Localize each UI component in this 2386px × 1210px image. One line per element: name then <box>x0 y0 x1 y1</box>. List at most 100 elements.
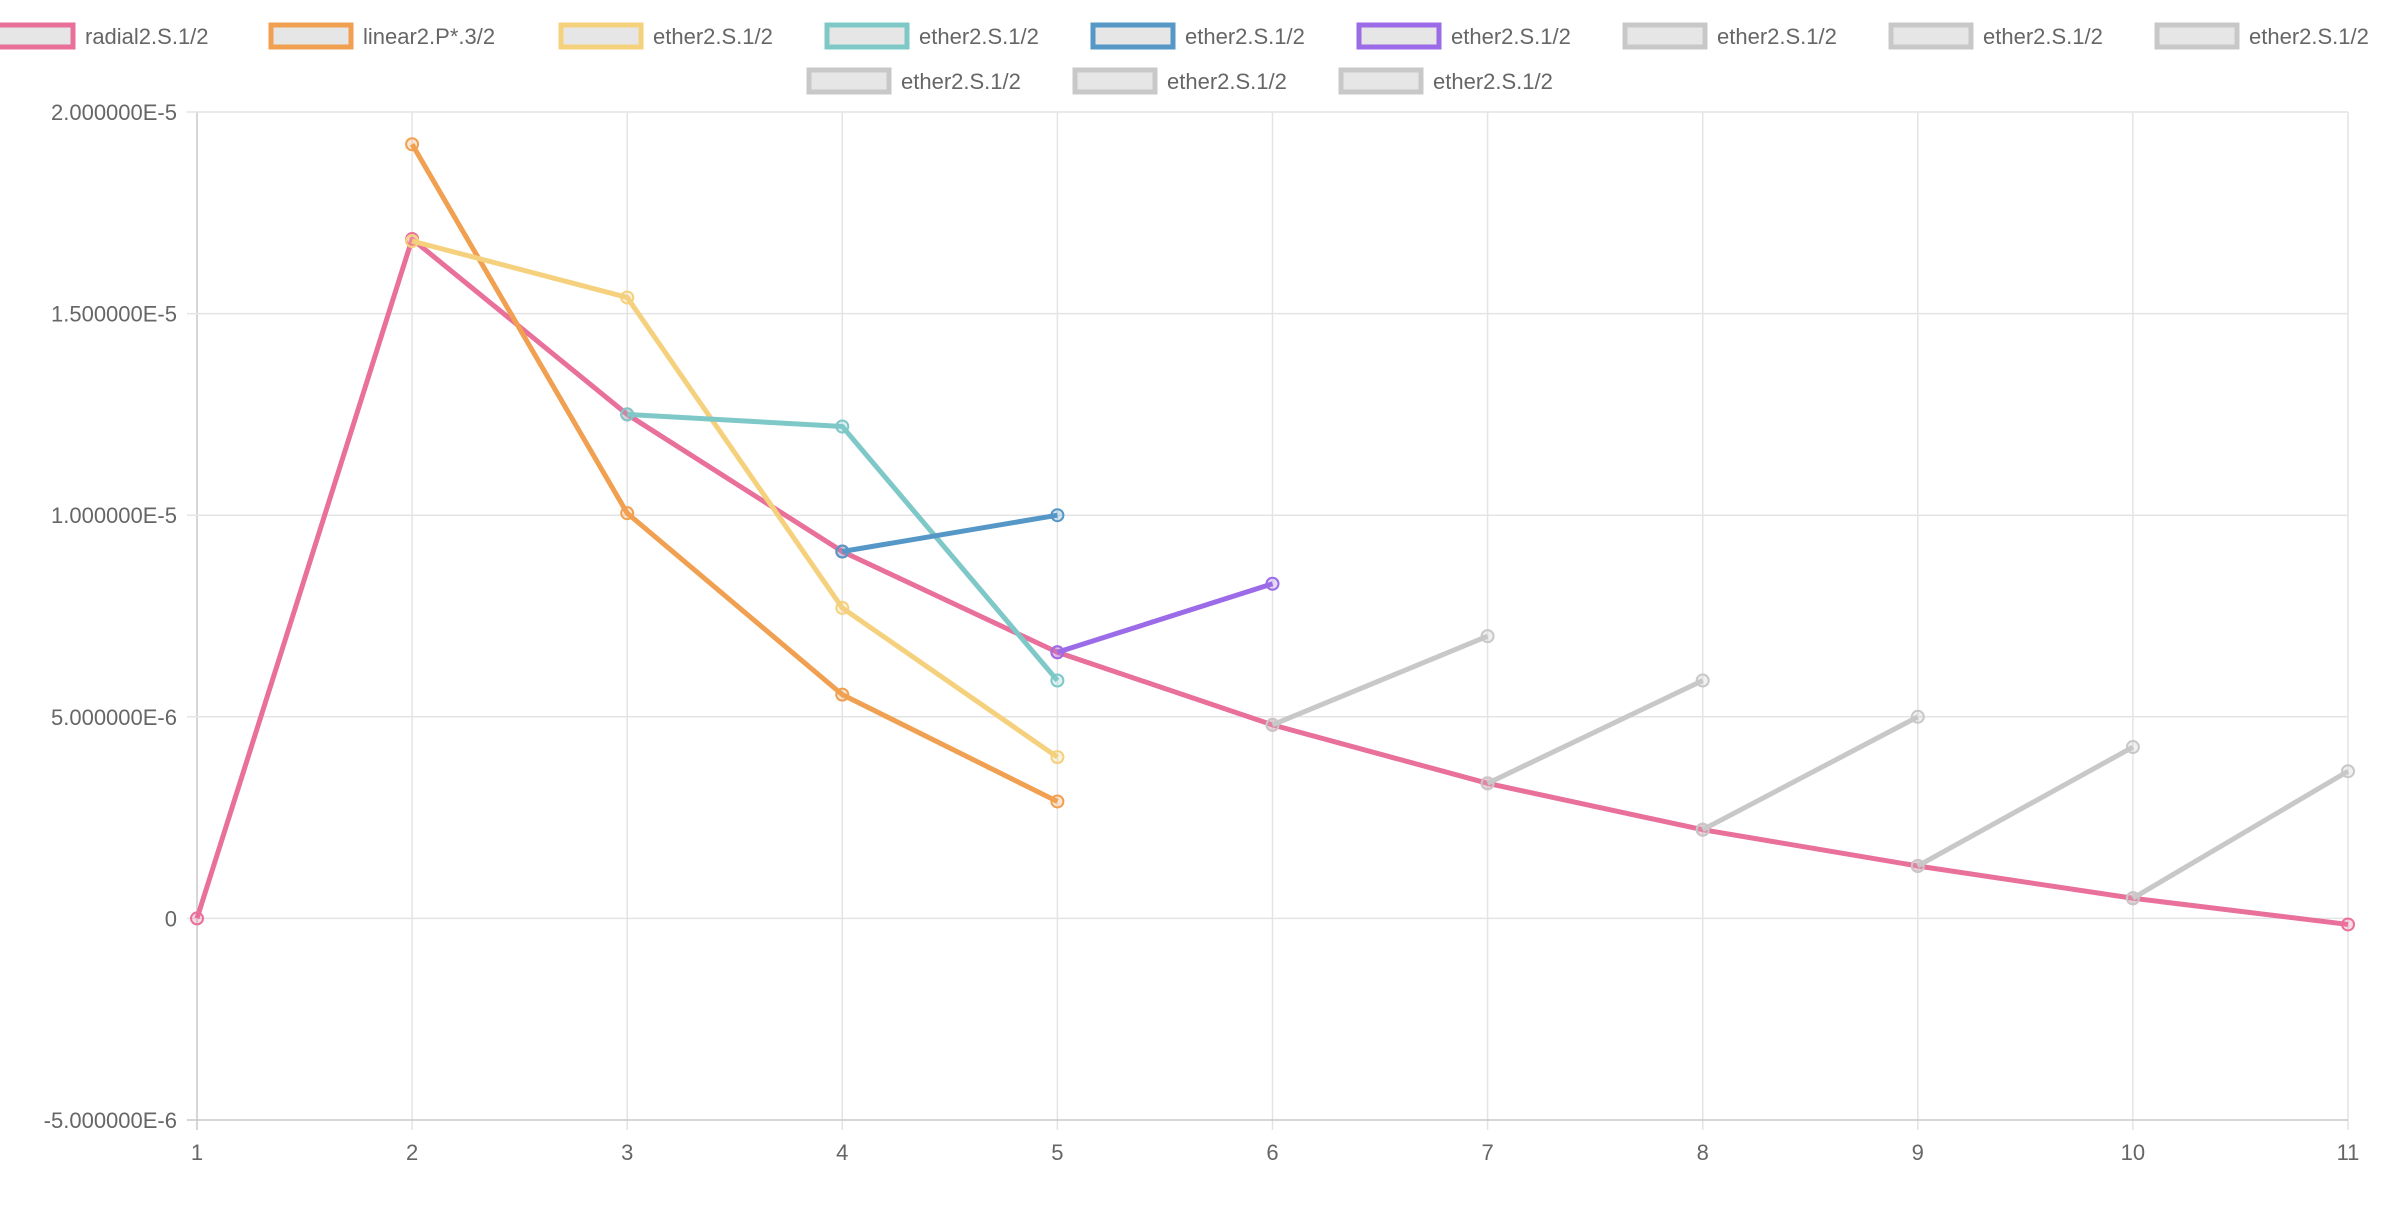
data-point[interactable] <box>1695 822 1710 837</box>
legend-swatch <box>268 22 354 50</box>
legend-item[interactable]: ether2.S.1/2 <box>1888 22 2103 50</box>
data-point[interactable] <box>835 544 850 559</box>
series-line <box>411 238 1059 760</box>
series-10 <box>1910 740 2140 873</box>
legend-item[interactable]: ether2.S.1/2 <box>1356 22 1571 50</box>
legend-item[interactable]: ether2.S.1/2 <box>824 22 1039 50</box>
legend-item[interactable]: ether2.S.1/2 <box>558 22 773 50</box>
x-tick-label: 6 <box>1266 1140 1278 1165</box>
data-point[interactable] <box>2125 891 2140 906</box>
data-point[interactable] <box>835 600 850 615</box>
x-tick-label: 3 <box>621 1140 633 1165</box>
x-tick-label: 10 <box>2121 1140 2145 1165</box>
legend-swatch <box>1072 67 1158 95</box>
series-2 <box>405 137 1065 809</box>
legend-item[interactable]: ether2.S.1/2 <box>1622 22 1837 50</box>
data-point[interactable] <box>1050 750 1065 765</box>
legend-swatch <box>824 22 910 50</box>
series-3 <box>405 234 1065 765</box>
legend-label: ether2.S.1/2 <box>901 69 1021 94</box>
series-line <box>1701 714 1919 832</box>
legend-swatch <box>0 22 76 50</box>
y-tick-label: 1.500000E-5 <box>51 302 177 327</box>
chart-grid <box>187 111 2349 1130</box>
chart-axes: 1 2 3 4 5 6 7 8 9 10 11 2.000000E-5 1.500000E-5 1.000… <box>44 100 2360 1165</box>
legend-item[interactable]: linear2.P*.3/2 <box>268 22 495 50</box>
legend-item[interactable]: ether2.S.1/2 <box>1072 67 1287 95</box>
data-point[interactable] <box>1265 717 1280 732</box>
series-line <box>2131 769 2350 901</box>
series-line <box>627 411 1060 683</box>
x-tick-label: 8 <box>1697 1140 1709 1165</box>
x-tick-label: 4 <box>836 1140 848 1165</box>
data-point[interactable] <box>1910 709 1925 724</box>
x-tick-label: 7 <box>1481 1140 1493 1165</box>
data-point[interactable] <box>1695 673 1710 688</box>
data-point[interactable] <box>1050 508 1065 523</box>
data-point[interactable] <box>190 911 204 926</box>
x-tick-label: 5 <box>1051 1140 1063 1165</box>
data-point[interactable] <box>1050 794 1065 809</box>
legend-swatch <box>806 67 892 95</box>
y-tick-label: 1.000000E-5 <box>51 503 177 528</box>
legend-label: linear2.P*.3/2 <box>363 24 495 49</box>
series-4 <box>620 407 1065 688</box>
y-tick-label: -5.000000E-6 <box>44 1108 177 1133</box>
legend-item[interactable]: radial2.S.1/2 <box>0 22 209 50</box>
chart-series <box>190 137 2355 932</box>
series-11 <box>2125 764 2355 906</box>
chart-legend: radial2.S.1/2 linear2.P*.3/2 ether2.S.1/2 e… <box>0 22 2369 95</box>
legend-label: ether2.S.1/2 <box>1451 24 1571 49</box>
legend-label: ether2.S.1/2 <box>1717 24 1837 49</box>
y-tick-label: 2.000000E-5 <box>51 100 177 125</box>
data-point[interactable] <box>2125 740 2140 755</box>
series-line <box>1916 744 2135 869</box>
x-tick-label: 11 <box>2337 1140 2360 1165</box>
series-7 <box>1265 629 1495 732</box>
series-6 <box>1050 576 1280 660</box>
data-point[interactable] <box>405 234 420 249</box>
data-point[interactable] <box>835 419 850 434</box>
x-tick-label: 1 <box>191 1140 203 1165</box>
series-line <box>1271 633 1489 728</box>
data-point[interactable] <box>405 137 420 152</box>
data-point[interactable] <box>2341 917 2355 932</box>
data-point[interactable] <box>1480 776 1495 791</box>
data-point[interactable] <box>1480 629 1495 644</box>
data-point[interactable] <box>2341 764 2355 779</box>
series-9 <box>1695 709 1925 837</box>
data-point[interactable] <box>1910 858 1925 873</box>
legend-label: ether2.S.1/2 <box>919 24 1039 49</box>
x-tick-label: 9 <box>1912 1140 1924 1165</box>
legend-swatch <box>1356 22 1442 50</box>
legend-swatch <box>1338 67 1424 95</box>
data-point[interactable] <box>1050 673 1065 688</box>
legend-label: ether2.S.1/2 <box>1983 24 2103 49</box>
legend-label: ether2.S.1/2 <box>2249 24 2369 49</box>
series-line <box>1486 678 1704 786</box>
legend-swatch <box>1090 22 1176 50</box>
data-point[interactable] <box>620 407 635 422</box>
legend-label: radial2.S.1/2 <box>85 24 209 49</box>
data-point[interactable] <box>620 290 635 305</box>
legend-swatch <box>2154 22 2240 50</box>
data-point[interactable] <box>835 687 850 702</box>
legend-swatch <box>558 22 644 50</box>
legend-item[interactable]: ether2.S.1/2 <box>1338 67 1553 95</box>
data-point[interactable] <box>1050 645 1065 660</box>
data-point[interactable] <box>620 506 635 521</box>
series-line <box>409 142 1059 804</box>
legend-item[interactable]: ether2.S.1/2 <box>1090 22 1305 50</box>
y-tick-label: 0 <box>165 906 177 931</box>
legend-item[interactable]: ether2.S.1/2 <box>806 67 1021 95</box>
legend-label: ether2.S.1/2 <box>1185 24 1305 49</box>
y-tick-label: 5.000000E-6 <box>51 705 177 730</box>
legend-label: ether2.S.1/2 <box>1433 69 1553 94</box>
data-point[interactable] <box>1265 576 1280 591</box>
legend-item[interactable]: ether2.S.1/2 <box>2154 22 2369 50</box>
legend-swatch <box>1888 22 1974 50</box>
legend-label: ether2.S.1/2 <box>1167 69 1287 94</box>
series-line <box>1056 581 1274 655</box>
legend-label: ether2.S.1/2 <box>653 24 773 49</box>
